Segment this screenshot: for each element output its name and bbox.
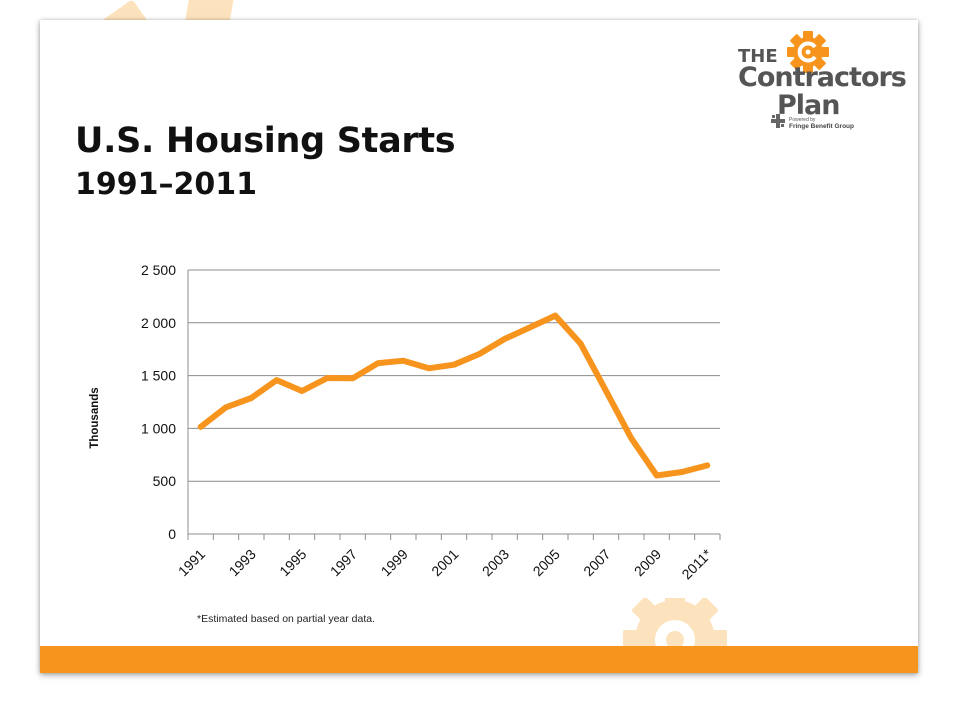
y-tick-label: 500 [153, 473, 177, 489]
x-tick-label: 2003 [479, 546, 512, 579]
logo-powered-by: Powered by [789, 117, 816, 123]
logo-plan: Plan [777, 90, 840, 121]
logo-the: THE [738, 46, 778, 67]
slide-card [40, 20, 918, 673]
x-tick-label: 1995 [276, 546, 309, 579]
x-tick-label: 1991 [175, 546, 208, 579]
bottom-gear-icon [623, 598, 727, 648]
x-tick-label: 1999 [378, 546, 411, 579]
x-tick-label: 1997 [327, 546, 360, 579]
footer-orange-band [40, 646, 918, 673]
contractors-plan-logo: THE Contractors Plan Powered by Fringe B… [733, 30, 907, 132]
footnote: *Estimated based on partial year data. [197, 613, 376, 625]
x-tick-label: 2007 [580, 546, 613, 579]
chart-series [197, 312, 711, 479]
y-axis-label: Thousands [89, 387, 101, 448]
logo-gear-icon [787, 31, 829, 73]
x-tick-label: 2011* [678, 545, 715, 582]
y-tick-label: 0 [168, 526, 176, 542]
chart-gridlines [188, 269, 720, 482]
fringe-benefit-mark-icon [771, 114, 785, 128]
y-tick-label: 1 000 [141, 420, 176, 436]
logo-contractors: Contractors [738, 62, 907, 93]
series-line [197, 312, 711, 479]
x-tick-label: 2001 [428, 546, 461, 579]
chart-axes [187, 270, 721, 540]
x-tick-label: 1993 [226, 546, 259, 579]
y-tick-label: 1 500 [141, 368, 176, 384]
slide-subtitle: 1991–2011 [75, 167, 257, 202]
slide-title: U.S. Housing Starts [75, 121, 456, 161]
y-tick-label: 2 000 [141, 315, 176, 331]
logo-company-name: Fringe Benefit Group [789, 123, 854, 130]
x-tick-label: 2009 [631, 546, 664, 579]
y-tick-label: 2 500 [141, 262, 176, 278]
x-tick-label: 2005 [530, 546, 563, 579]
